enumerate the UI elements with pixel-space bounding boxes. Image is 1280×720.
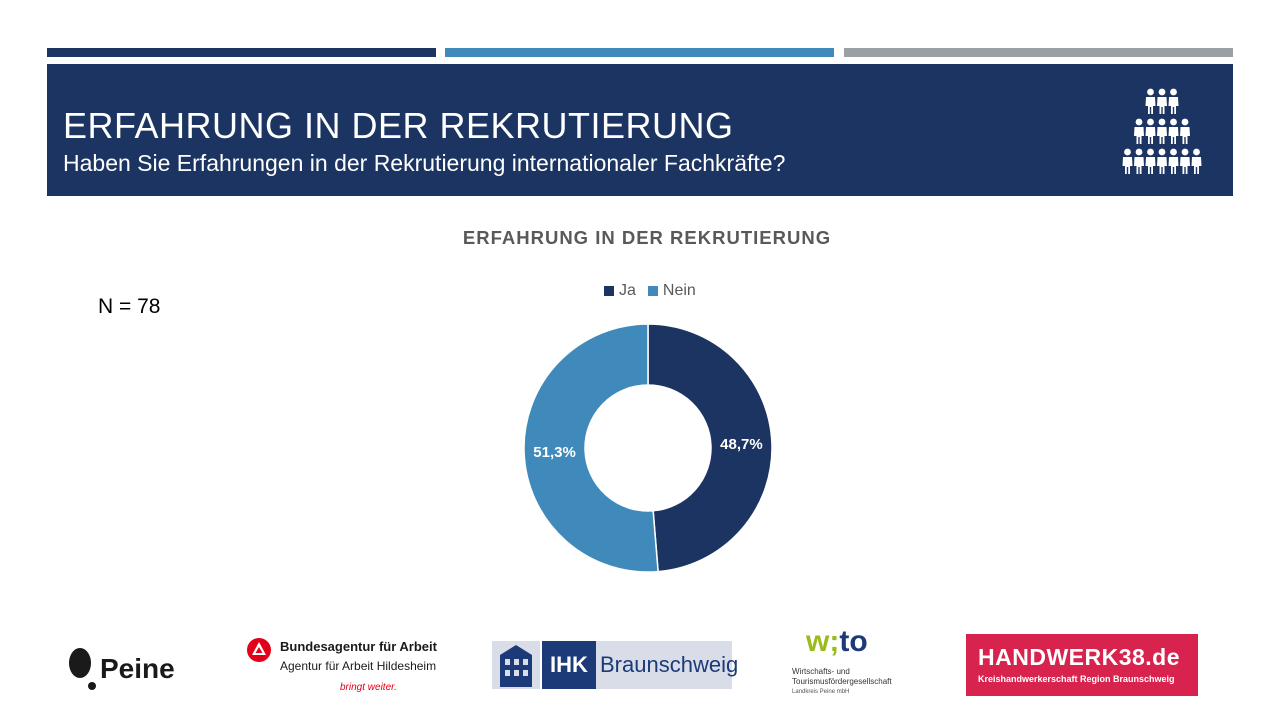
data-label-ja: 48,7%: [720, 436, 763, 453]
handwerk-sub: Kreishandwerkerschaft Region Braunschwei…: [978, 674, 1175, 684]
person-body: [1134, 157, 1144, 174]
logo-peine-text: Peine: [100, 653, 175, 684]
person-body: [1157, 97, 1167, 114]
person-body: [1145, 97, 1156, 114]
person-body: [1180, 157, 1190, 174]
person-body: [1168, 127, 1179, 144]
data-label-nein: 51,3%: [533, 444, 576, 461]
person-head: [1158, 118, 1166, 126]
person-body: [1145, 127, 1156, 144]
person-head: [1181, 148, 1189, 156]
legend-label-nein: Nein: [662, 282, 696, 299]
logo-bundesagentur: Bundesagentur für Arbeit Agentur für Arb…: [246, 637, 446, 697]
person-head: [1193, 148, 1200, 156]
ihk-box: IHK: [542, 641, 596, 689]
wito-line2: Tourismusfördergesellschaft: [792, 677, 892, 686]
wito-part1: w;: [806, 625, 840, 658]
person-head: [1170, 88, 1177, 96]
legend-item-nein: Nein: [647, 282, 696, 300]
sample-size: N = 78: [98, 295, 161, 318]
accent-bar-navy: [47, 48, 436, 57]
ihk-building-icon: [492, 641, 540, 689]
partner-logos: Peine Bundesagentur für Arbeit Agentur f…: [0, 625, 1280, 705]
legend-label-ja: Ja: [619, 282, 636, 299]
donut-chart: 48,7% 51,3%: [523, 323, 773, 573]
person-body: [1191, 157, 1202, 174]
donut-slice-ja: [647, 323, 773, 573]
person-body: [1122, 157, 1133, 174]
person-head: [1158, 88, 1166, 96]
donut-slice-nein: [523, 323, 659, 573]
person-head: [1147, 148, 1154, 156]
accent-bar-grey: [844, 48, 1233, 57]
person-body: [1157, 127, 1167, 144]
wito-line1: Wirtschafts- und: [792, 667, 850, 676]
ihk-name: Braunschweig: [596, 641, 738, 689]
peine-mark-icon: [69, 648, 96, 690]
people-pyramid-icon: [1122, 88, 1202, 174]
legend-swatch-nein: [647, 286, 658, 296]
person-head: [1124, 148, 1131, 156]
logo-peine: Peine: [66, 643, 186, 695]
person-body: [1134, 127, 1144, 144]
person-head: [1181, 118, 1189, 126]
ba-mark-icon: [247, 638, 271, 662]
logo-ihk: IHK Braunschweig: [490, 639, 738, 693]
accent-bar-blue: [445, 48, 834, 57]
wito-wordmark: w;to: [806, 625, 868, 659]
ba-line2: Agentur für Arbeit Hildesheim: [280, 659, 437, 673]
person-head: [1170, 148, 1177, 156]
person-head: [1147, 118, 1154, 126]
ba-line1: Bundesagentur für Arbeit: [280, 639, 437, 654]
person-head: [1170, 118, 1177, 126]
chart-title: ERFAHRUNG IN DER REKRUTIERUNG: [462, 227, 832, 248]
person-head: [1135, 118, 1143, 126]
handwerk-main: HANDWERK38.de: [978, 644, 1181, 670]
person-body: [1157, 157, 1167, 174]
logo-wito: w;to Wirtschafts- und Tourismusförderges…: [790, 625, 920, 697]
wito-part2: to: [839, 625, 868, 658]
title-banner: ERFAHRUNG IN DER REKRUTIERUNG Haben Sie …: [47, 64, 1233, 196]
person-body: [1180, 127, 1190, 144]
person-body: [1168, 97, 1179, 114]
ba-slogan: bringt weiter.: [340, 682, 397, 693]
person-head: [1158, 148, 1166, 156]
legend-swatch-ja: [604, 286, 614, 296]
person-body: [1168, 157, 1179, 174]
wito-line3: Landkreis Peine mbH: [792, 689, 850, 695]
chart-legend: Ja Nein: [604, 282, 708, 300]
slide-title: ERFAHRUNG IN DER REKRUTIERUNG: [63, 105, 734, 146]
person-head: [1147, 88, 1154, 96]
person-head: [1135, 148, 1143, 156]
legend-item-ja: Ja: [604, 282, 636, 300]
logo-handwerk38: HANDWERK38.de Kreishandwerkerschaft Regi…: [966, 634, 1198, 696]
person-body: [1145, 157, 1156, 174]
slide-subtitle: Haben Sie Erfahrungen in der Rekrutierun…: [63, 150, 786, 176]
